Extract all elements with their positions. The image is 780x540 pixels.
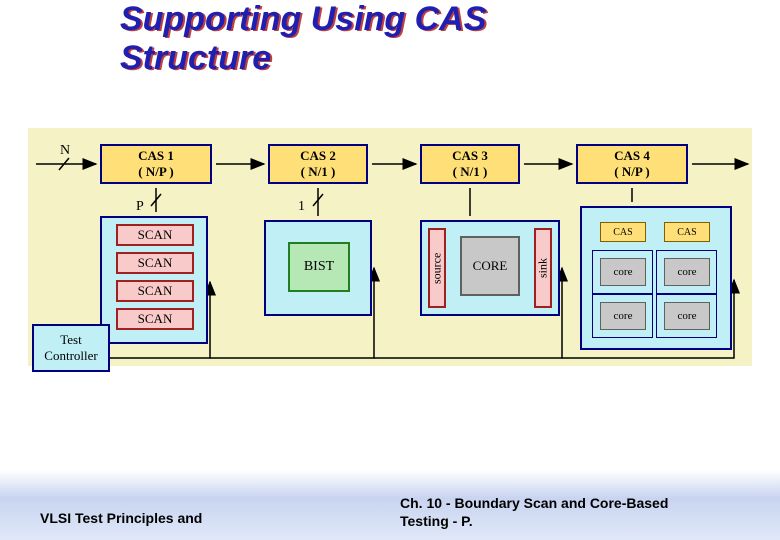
tiny-cas-2: CAS [664,222,710,242]
scan-box-1: SCAN [116,224,194,246]
bist-box: BIST [288,242,350,292]
tiny-core-1: core [600,258,646,286]
test-controller: TestController [32,324,110,372]
cas-box-2: CAS 2( N/1 ) [268,144,368,184]
tiny-core-4: core [664,302,710,330]
core-box: CORE [460,236,520,296]
footer-right: Ch. 10 - Boundary Scan and Core-Based Te… [400,494,760,530]
source-box: source [428,228,446,308]
cas-box-4: CAS 4( N/P ) [576,144,688,184]
cas-box-1: CAS 1( N/P ) [100,144,212,184]
footer-left: VLSI Test Principles and [40,510,202,526]
footer-right-l1: Ch. 10 - Boundary Scan and Core-Based [400,495,668,511]
sink-box: sink [534,228,552,308]
footer-right-l2: Testing - P. [400,513,473,529]
slide-title: Supporting Using CAS Structure Supportin… [120,0,640,78]
scan-box-2: SCAN [116,252,194,274]
tiny-cas-1: CAS [600,222,646,242]
tiny-core-3: core [600,302,646,330]
scan-box-3: SCAN [116,280,194,302]
scan-box-4: SCAN [116,308,194,330]
tiny-core-2: core [664,258,710,286]
cas-box-3: CAS 3( N/1 ) [420,144,520,184]
